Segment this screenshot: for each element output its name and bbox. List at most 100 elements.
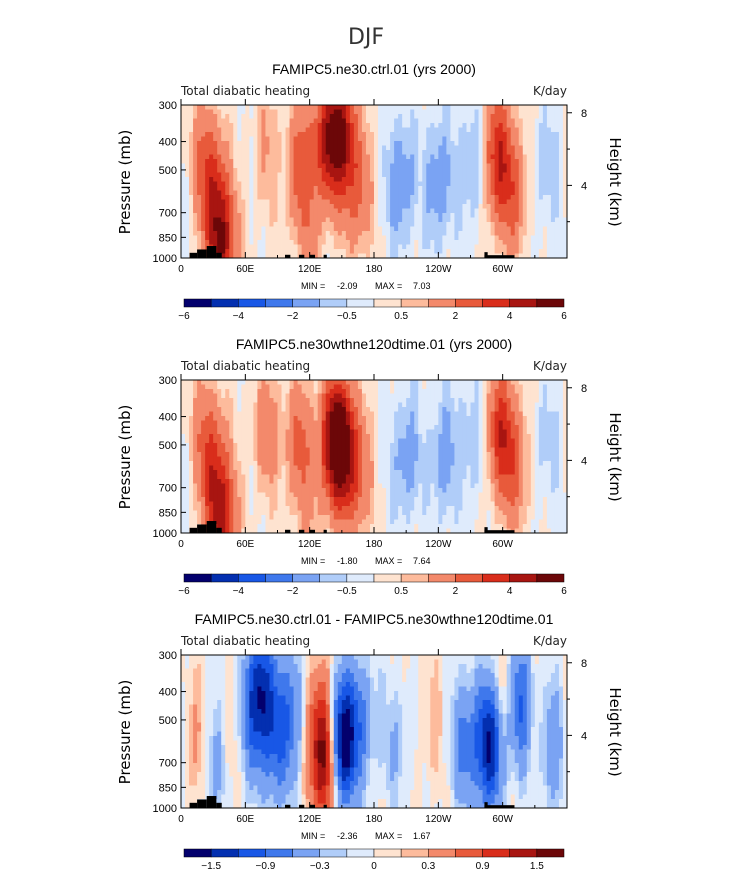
heatmap-cell bbox=[349, 190, 355, 196]
heatmap-cell bbox=[538, 253, 544, 259]
heatmap-cell bbox=[430, 420, 435, 426]
heatmap-cell bbox=[534, 429, 540, 435]
heatmap-cell bbox=[301, 118, 307, 124]
heatmap-cell bbox=[365, 416, 371, 421]
heatmap-cell bbox=[273, 416, 278, 421]
heatmap-cell bbox=[542, 186, 548, 191]
heatmap-cell bbox=[365, 249, 371, 254]
heatmap-cell bbox=[345, 402, 351, 408]
heatmap-cell bbox=[426, 136, 431, 142]
heatmap-cell bbox=[490, 407, 496, 412]
heatmap-cell bbox=[285, 204, 290, 209]
heatmap-cell bbox=[221, 389, 226, 394]
heatmap-cell bbox=[386, 452, 391, 457]
heatmap-cell bbox=[353, 204, 359, 209]
heatmap-cell bbox=[378, 141, 383, 146]
heatmap-cell bbox=[386, 181, 391, 187]
heatmap-cell bbox=[506, 159, 512, 164]
heatmap-cell bbox=[277, 384, 282, 390]
heatmap-cell bbox=[538, 222, 544, 227]
heatmap-cell bbox=[442, 208, 447, 214]
heatmap-cell bbox=[490, 159, 496, 164]
heatmap-cell bbox=[361, 199, 367, 205]
heatmap-cell bbox=[374, 105, 379, 110]
panel-2-title: FAMIPC5.ne30wthne120dtime.01 (yrs 2000) bbox=[236, 336, 512, 352]
heatmap-cell bbox=[245, 186, 250, 191]
heatmap-cell bbox=[398, 105, 403, 110]
heatmap-cell bbox=[474, 177, 479, 182]
heatmap-cell bbox=[365, 434, 371, 439]
heatmap-cell bbox=[514, 222, 520, 227]
heatmap-cell bbox=[181, 434, 186, 439]
colorbar-swatch bbox=[346, 298, 375, 308]
heatmap-cell bbox=[313, 452, 319, 457]
heatmap-cell bbox=[245, 411, 250, 417]
heatmap-cell bbox=[337, 186, 343, 191]
heatmap-cell bbox=[486, 195, 491, 200]
heatmap-cell bbox=[285, 199, 290, 205]
topography-mask bbox=[309, 254, 316, 258]
heatmap-cell bbox=[369, 235, 375, 241]
heatmap-cell bbox=[217, 389, 222, 394]
heatmap-cell bbox=[265, 123, 270, 128]
heatmap-cell bbox=[386, 447, 391, 453]
heatmap-cell bbox=[466, 416, 471, 421]
heatmap-cell bbox=[189, 438, 194, 444]
heatmap-cell bbox=[498, 398, 504, 403]
heatmap-cell bbox=[494, 389, 500, 394]
heatmap-cell bbox=[197, 145, 202, 151]
heatmap-cell bbox=[490, 213, 496, 218]
heatmap-cell bbox=[478, 253, 483, 259]
heatmap-cell bbox=[390, 118, 395, 124]
heatmap-cell bbox=[514, 154, 520, 160]
heatmap-cell bbox=[466, 159, 471, 164]
heatmap-cell bbox=[301, 447, 307, 453]
heatmap-cell bbox=[305, 407, 311, 412]
heatmap-cell bbox=[502, 249, 508, 254]
topography-mask bbox=[323, 254, 327, 258]
heatmap-cell bbox=[558, 226, 564, 232]
heatmap-cell bbox=[233, 380, 238, 385]
heatmap-cell bbox=[305, 231, 311, 236]
heatmap-cell bbox=[542, 380, 548, 385]
heatmap-cell bbox=[522, 123, 528, 128]
heatmap-cell bbox=[554, 398, 560, 403]
heatmap-cell bbox=[450, 380, 455, 385]
heatmap-cell bbox=[329, 145, 335, 151]
heatmap-cell bbox=[189, 226, 194, 232]
heatmap-cell bbox=[434, 159, 439, 164]
heatmap-cell bbox=[454, 204, 459, 209]
heatmap-cell bbox=[189, 443, 194, 448]
heatmap-cell bbox=[213, 186, 218, 191]
heatmap-cell bbox=[502, 240, 508, 245]
heatmap-cell bbox=[269, 177, 274, 182]
heatmap-cell bbox=[217, 244, 222, 250]
heatmap-cell bbox=[382, 208, 387, 214]
heatmap-cell bbox=[374, 434, 379, 439]
heatmap-cell bbox=[374, 109, 379, 115]
heatmap-cell bbox=[289, 222, 294, 227]
heatmap-cell bbox=[321, 411, 327, 417]
heatmap-cell bbox=[390, 244, 395, 250]
heatmap-cell bbox=[522, 407, 528, 412]
heatmap-cell bbox=[249, 195, 254, 200]
heatmap-cell bbox=[474, 136, 479, 142]
heatmap-cell bbox=[229, 145, 234, 151]
topography-mask bbox=[484, 255, 515, 258]
heatmap-cell bbox=[442, 186, 447, 191]
heatmap-cell bbox=[349, 438, 355, 444]
heatmap-cell bbox=[301, 105, 307, 110]
heatmap-cell bbox=[301, 145, 307, 151]
heatmap-cell bbox=[241, 127, 246, 133]
heatmap-cell bbox=[369, 384, 375, 390]
heatmap-cell bbox=[394, 416, 399, 421]
heatmap-cell bbox=[514, 217, 520, 223]
heatmap-cell bbox=[514, 114, 520, 119]
heatmap-cell bbox=[526, 434, 532, 439]
heatmap-cell bbox=[337, 425, 343, 430]
heatmap-cell bbox=[337, 452, 343, 457]
heatmap-cell bbox=[281, 145, 286, 151]
heatmap-cell bbox=[542, 411, 548, 417]
heatmap-cell bbox=[442, 172, 447, 178]
heatmap-cell bbox=[426, 429, 431, 435]
